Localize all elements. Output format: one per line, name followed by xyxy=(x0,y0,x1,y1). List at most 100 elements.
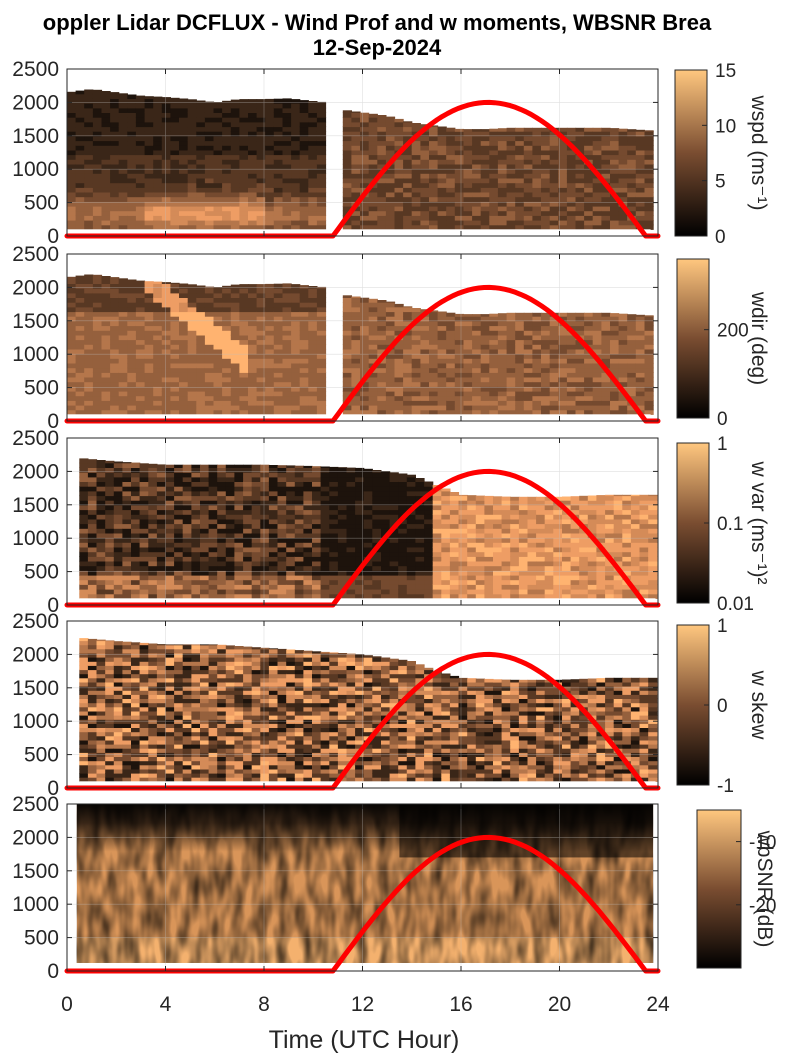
heatmap-cell xyxy=(385,116,396,118)
heatmap-cell xyxy=(118,205,128,212)
heatmap-cell xyxy=(156,500,167,506)
heatmap-cell xyxy=(230,168,240,174)
heatmap-cell xyxy=(75,90,85,95)
heatmap-cell xyxy=(351,353,361,359)
heatmap-cell xyxy=(449,532,460,539)
heatmap-cell xyxy=(536,565,546,571)
heatmap-cell xyxy=(446,400,456,406)
heatmap-cell xyxy=(575,145,585,151)
heatmap-cell xyxy=(394,409,404,415)
heatmap-cell xyxy=(403,177,413,184)
heatmap-cell xyxy=(377,344,387,350)
heatmap-cell xyxy=(256,372,266,378)
heatmap-cell xyxy=(161,103,171,109)
heatmap-cell xyxy=(277,465,287,468)
heatmap-cell xyxy=(225,589,235,595)
heatmap-cell xyxy=(484,579,494,585)
heatmap-cell xyxy=(575,131,585,137)
heatmap-cell xyxy=(355,523,365,529)
heatmap-cell xyxy=(127,376,137,383)
heatmap-cell xyxy=(196,395,206,401)
ticks xyxy=(66,68,659,237)
heatmap-cell xyxy=(213,311,223,317)
heatmap-cell xyxy=(239,205,249,212)
heatmap-cell xyxy=(135,107,146,113)
heatmap-cell xyxy=(153,126,163,132)
heatmap-cell xyxy=(118,330,128,336)
heatmap-cell xyxy=(191,556,201,562)
heatmap-cell xyxy=(475,574,485,581)
heatmap-cell xyxy=(584,215,594,221)
heatmap-cell xyxy=(446,168,456,174)
heatmap-cell xyxy=(127,177,137,184)
heatmap-cell xyxy=(79,532,89,539)
heatmap-cell xyxy=(282,145,292,151)
heatmap-cell xyxy=(429,187,439,193)
heatmap-cell xyxy=(230,297,240,303)
heatmap-cell xyxy=(411,386,421,392)
heatmap-cell xyxy=(536,556,546,562)
heatmap-cell xyxy=(454,330,464,336)
heatmap-cell xyxy=(446,140,456,146)
heatmap-cell xyxy=(437,367,447,373)
heatmap-cell xyxy=(475,532,485,539)
heatmap-cell xyxy=(282,135,292,142)
heatmap-cell xyxy=(208,514,218,520)
heatmap-cell xyxy=(303,532,313,539)
heatmap-cell xyxy=(291,376,301,383)
heatmap-cell xyxy=(342,112,352,118)
heatmap-cell xyxy=(398,490,408,497)
heatmap-cell xyxy=(541,163,551,170)
heatmap-cell xyxy=(135,159,146,165)
heatmap-cell xyxy=(394,177,404,184)
heatmap-cell xyxy=(523,140,533,146)
heatmap-cell xyxy=(429,358,439,364)
heatmap-cell xyxy=(566,127,577,132)
heatmap-cell xyxy=(225,574,235,581)
heatmap-cell xyxy=(265,358,275,364)
heatmap-cell xyxy=(213,390,223,397)
heatmap-cell xyxy=(351,145,361,151)
heatmap-cell xyxy=(532,405,542,411)
heatmap-cell xyxy=(84,103,94,109)
heatmap-cell xyxy=(256,191,266,198)
heatmap-cell xyxy=(329,556,339,562)
heatmap-cell xyxy=(601,339,611,345)
heatmap-cell xyxy=(424,551,434,557)
heatmap-cell xyxy=(153,409,163,415)
heatmap-cell xyxy=(196,177,206,184)
heatmap-cell xyxy=(406,490,416,497)
heatmap-cell xyxy=(437,400,447,406)
heatmap-cell xyxy=(230,367,240,373)
heatmap-cell xyxy=(320,565,330,571)
heatmap-cell xyxy=(454,205,464,212)
heatmap-cell xyxy=(87,584,98,590)
heatmap-cell xyxy=(84,362,94,369)
heatmap-cell xyxy=(196,302,206,308)
heatmap-cell xyxy=(592,224,602,230)
heatmap-cell xyxy=(420,159,430,165)
heatmap-cell xyxy=(489,362,499,369)
heatmap-cell xyxy=(618,177,628,184)
heatmap-cell xyxy=(87,542,98,548)
heatmap-cell xyxy=(601,201,611,207)
heatmap-cell xyxy=(497,182,508,188)
heatmap-cell xyxy=(484,495,494,501)
heatmap-cell xyxy=(446,405,456,411)
heatmap-cell xyxy=(127,145,137,151)
heatmap-cell xyxy=(584,168,594,174)
heatmap-cell xyxy=(610,187,620,193)
heatmap-cell xyxy=(346,546,356,553)
heatmap-cell xyxy=(549,409,559,415)
heatmap-cell xyxy=(213,381,223,387)
heatmap-cell xyxy=(351,367,361,373)
heatmap-cell xyxy=(191,472,201,478)
heatmap-cell xyxy=(187,107,197,113)
heatmap-cell xyxy=(381,574,391,581)
heatmap-cell xyxy=(489,196,499,202)
heatmap-cell xyxy=(368,168,378,174)
heatmap-cell xyxy=(127,224,137,230)
heatmap-cell xyxy=(518,556,529,562)
heatmap-cell xyxy=(225,584,235,590)
heatmap-cell xyxy=(454,182,464,188)
